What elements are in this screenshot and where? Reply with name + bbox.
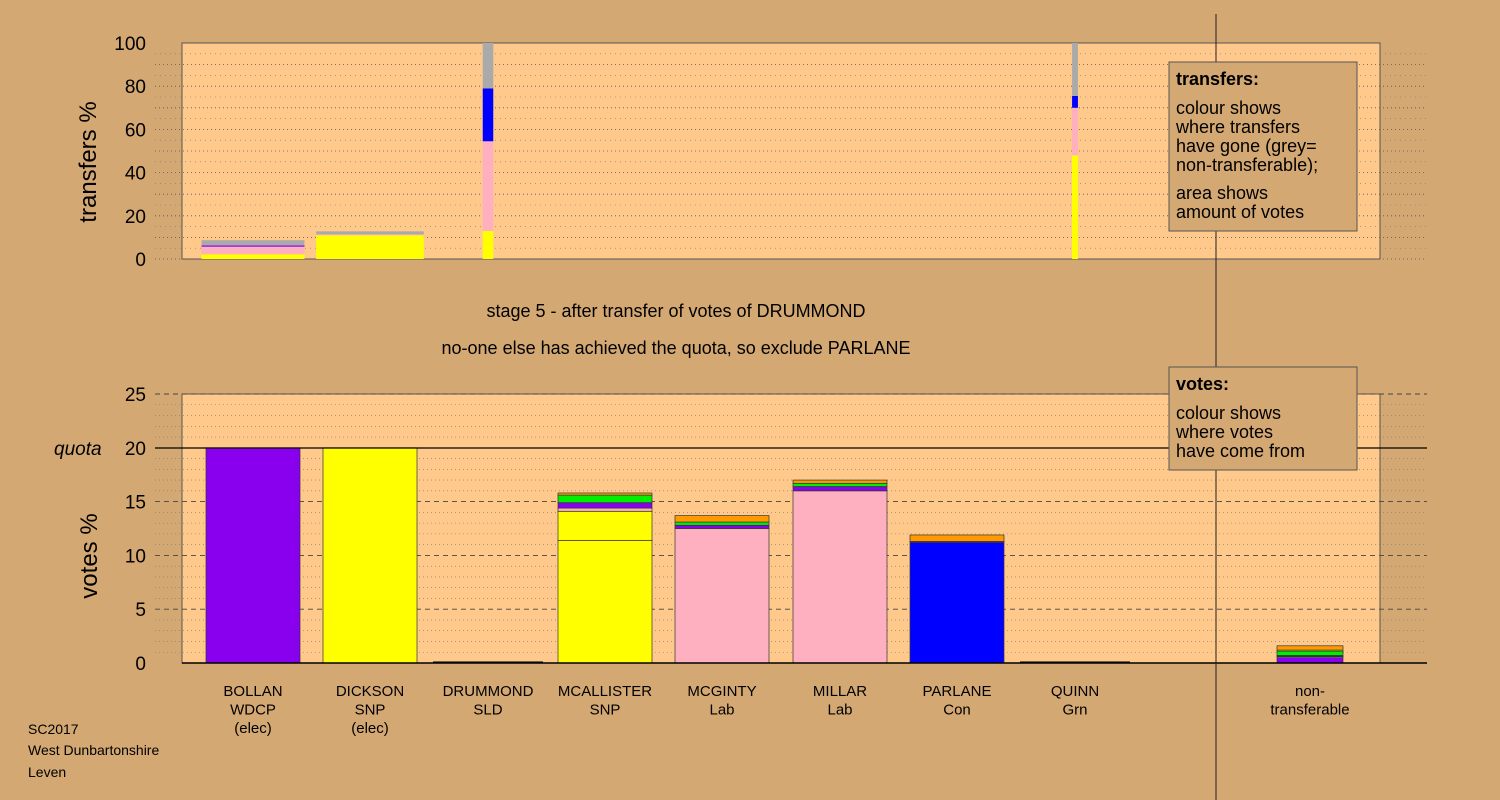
transfers-bars bbox=[201, 43, 1078, 259]
vote-segment-mcallister bbox=[557, 502, 653, 509]
transfers-legend: transfers: colour shows where transfers … bbox=[1168, 61, 1358, 232]
transfers-legend-box bbox=[1168, 61, 1358, 232]
candidate-label-line: Con bbox=[943, 702, 971, 719]
transfers-legend-title: transfers: bbox=[1176, 69, 1259, 89]
transfer-segment-quinn bbox=[1072, 43, 1078, 96]
transfer-segment-quinn bbox=[1072, 107, 1078, 156]
candidate-label-line: MCGINTY bbox=[687, 683, 756, 700]
votes-y-tick-label: 10 bbox=[125, 546, 146, 567]
transfer-segment-bollan bbox=[201, 240, 305, 246]
votes-y-tick-label: 20 bbox=[125, 439, 146, 460]
votes-legend: votes: colour shows where votes have com… bbox=[1168, 366, 1358, 471]
transfers-legend-line: non-transferable); bbox=[1176, 155, 1318, 175]
candidate-label-line: DICKSON bbox=[336, 683, 404, 700]
candidate-label-line: (elec) bbox=[234, 720, 272, 737]
transfer-segment-dickson bbox=[316, 235, 424, 259]
votes-legend-line: have come from bbox=[1176, 441, 1305, 461]
vote-segment-non-transferable bbox=[1276, 645, 1344, 651]
transfers-legend-line: area shows bbox=[1176, 183, 1268, 203]
candidate-label-line: non- bbox=[1295, 683, 1325, 700]
transfers-y-axis-label: transfers % bbox=[75, 101, 102, 222]
footer-council: West Dunbartonshire bbox=[28, 742, 159, 758]
votes-y-axis-label: votes % bbox=[76, 513, 103, 598]
vote-segment-parlane bbox=[909, 534, 1005, 542]
transfers-y-tick-label: 40 bbox=[125, 164, 146, 185]
vote-segment-millar bbox=[792, 482, 888, 487]
votes-legend-title: votes: bbox=[1176, 374, 1229, 394]
vote-segment-mcallister bbox=[557, 539, 653, 664]
vote-segment-mcginty bbox=[674, 521, 770, 526]
transfer-segment-quinn bbox=[1072, 155, 1078, 259]
votes-y-tick-label: 0 bbox=[135, 654, 146, 675]
status-title: no-one else has achieved the quota, so e… bbox=[442, 338, 911, 358]
candidate-label-line: DRUMMOND bbox=[443, 683, 534, 700]
transfers-legend-line: amount of votes bbox=[1176, 202, 1304, 222]
transfers-legend-line: colour shows bbox=[1176, 98, 1281, 118]
candidate-label-line: MILLAR bbox=[813, 683, 867, 700]
transfers-y-tick-label: 100 bbox=[114, 34, 146, 55]
transfers-legend-line: where transfers bbox=[1175, 117, 1300, 137]
transfer-segment-drummond bbox=[482, 141, 494, 231]
transfers-y-tick-label: 20 bbox=[125, 207, 146, 228]
transfer-segment-bollan bbox=[201, 246, 305, 255]
vote-segment-mcginty bbox=[674, 515, 770, 523]
candidate-label-line: Lab bbox=[827, 702, 852, 719]
candidate-labels: BOLLANWDCP(elec)DICKSONSNP(elec)DRUMMOND… bbox=[223, 683, 1349, 737]
transfer-segment-bollan bbox=[201, 245, 305, 247]
candidate-label-line: QUINN bbox=[1051, 683, 1099, 700]
transfer-segment-bollan bbox=[201, 254, 305, 259]
candidate-label-line: SLD bbox=[473, 702, 502, 719]
candidate-label-line: MCALLISTER bbox=[558, 683, 652, 700]
transfer-segment-drummond bbox=[482, 88, 494, 142]
vote-segment-non-transferable bbox=[1276, 650, 1344, 656]
transfers-y-ticks: 0 20 40 60 80 100 bbox=[114, 34, 146, 271]
vote-segment-dickson bbox=[322, 447, 418, 664]
vote-segment-mcallister bbox=[557, 494, 653, 504]
vote-segment-millar bbox=[792, 486, 888, 492]
transfer-segment-quinn bbox=[1072, 95, 1078, 108]
transfer-segment-dickson bbox=[316, 231, 424, 235]
transfer-segment-drummond bbox=[482, 230, 494, 259]
stage-title: stage 5 - after transfer of votes of DRU… bbox=[486, 301, 865, 321]
transfer-segment-dickson bbox=[316, 234, 424, 236]
votes-y-tick-label: 25 bbox=[125, 385, 146, 406]
transfers-legend-line: have gone (grey= bbox=[1176, 136, 1317, 156]
candidate-label-line: transferable bbox=[1270, 702, 1349, 719]
candidate-label-line: PARLANE bbox=[923, 683, 992, 700]
candidate-label-line: (elec) bbox=[351, 720, 389, 737]
vote-segment-mcallister bbox=[557, 492, 653, 496]
vote-segment-mcginty bbox=[674, 524, 770, 529]
vote-segment-mcallister bbox=[557, 507, 653, 512]
transfers-y-tick-label: 80 bbox=[125, 77, 146, 98]
quota-label: quota bbox=[54, 439, 102, 460]
transfers-y-tick-label: 60 bbox=[125, 120, 146, 141]
candidate-label-line: WDCP bbox=[230, 702, 276, 719]
footer-election: SC2017 bbox=[28, 721, 79, 737]
vote-segment-non-transferable bbox=[1276, 657, 1344, 664]
vote-segment-mcallister bbox=[557, 510, 653, 541]
votes-y-tick-label: 15 bbox=[125, 493, 146, 514]
votes-legend-line: colour shows bbox=[1176, 403, 1281, 423]
candidate-label-line: Lab bbox=[709, 702, 734, 719]
candidate-label-line: SNP bbox=[355, 702, 386, 719]
candidate-label-line: BOLLAN bbox=[223, 683, 282, 700]
footer-ward: Leven bbox=[28, 764, 66, 780]
vote-segment-parlane bbox=[909, 542, 1005, 664]
transfers-y-tick-label: 0 bbox=[135, 250, 146, 271]
votes-legend-line: where votes bbox=[1175, 422, 1273, 442]
vote-segment-millar bbox=[792, 479, 888, 484]
votes-y-ticks: 0 5 10 15 20 25 bbox=[125, 385, 146, 675]
vote-segment-mcginty bbox=[674, 528, 770, 664]
vote-segment-bollan bbox=[205, 447, 301, 664]
votes-y-tick-label: 5 bbox=[135, 600, 146, 621]
votes-legend-box bbox=[1168, 366, 1358, 471]
candidate-label-line: SNP bbox=[590, 702, 621, 719]
votes-bars bbox=[205, 447, 1344, 664]
vote-segment-millar bbox=[792, 490, 888, 664]
candidate-label-line: Grn bbox=[1062, 702, 1087, 719]
transfer-segment-drummond bbox=[482, 43, 494, 89]
